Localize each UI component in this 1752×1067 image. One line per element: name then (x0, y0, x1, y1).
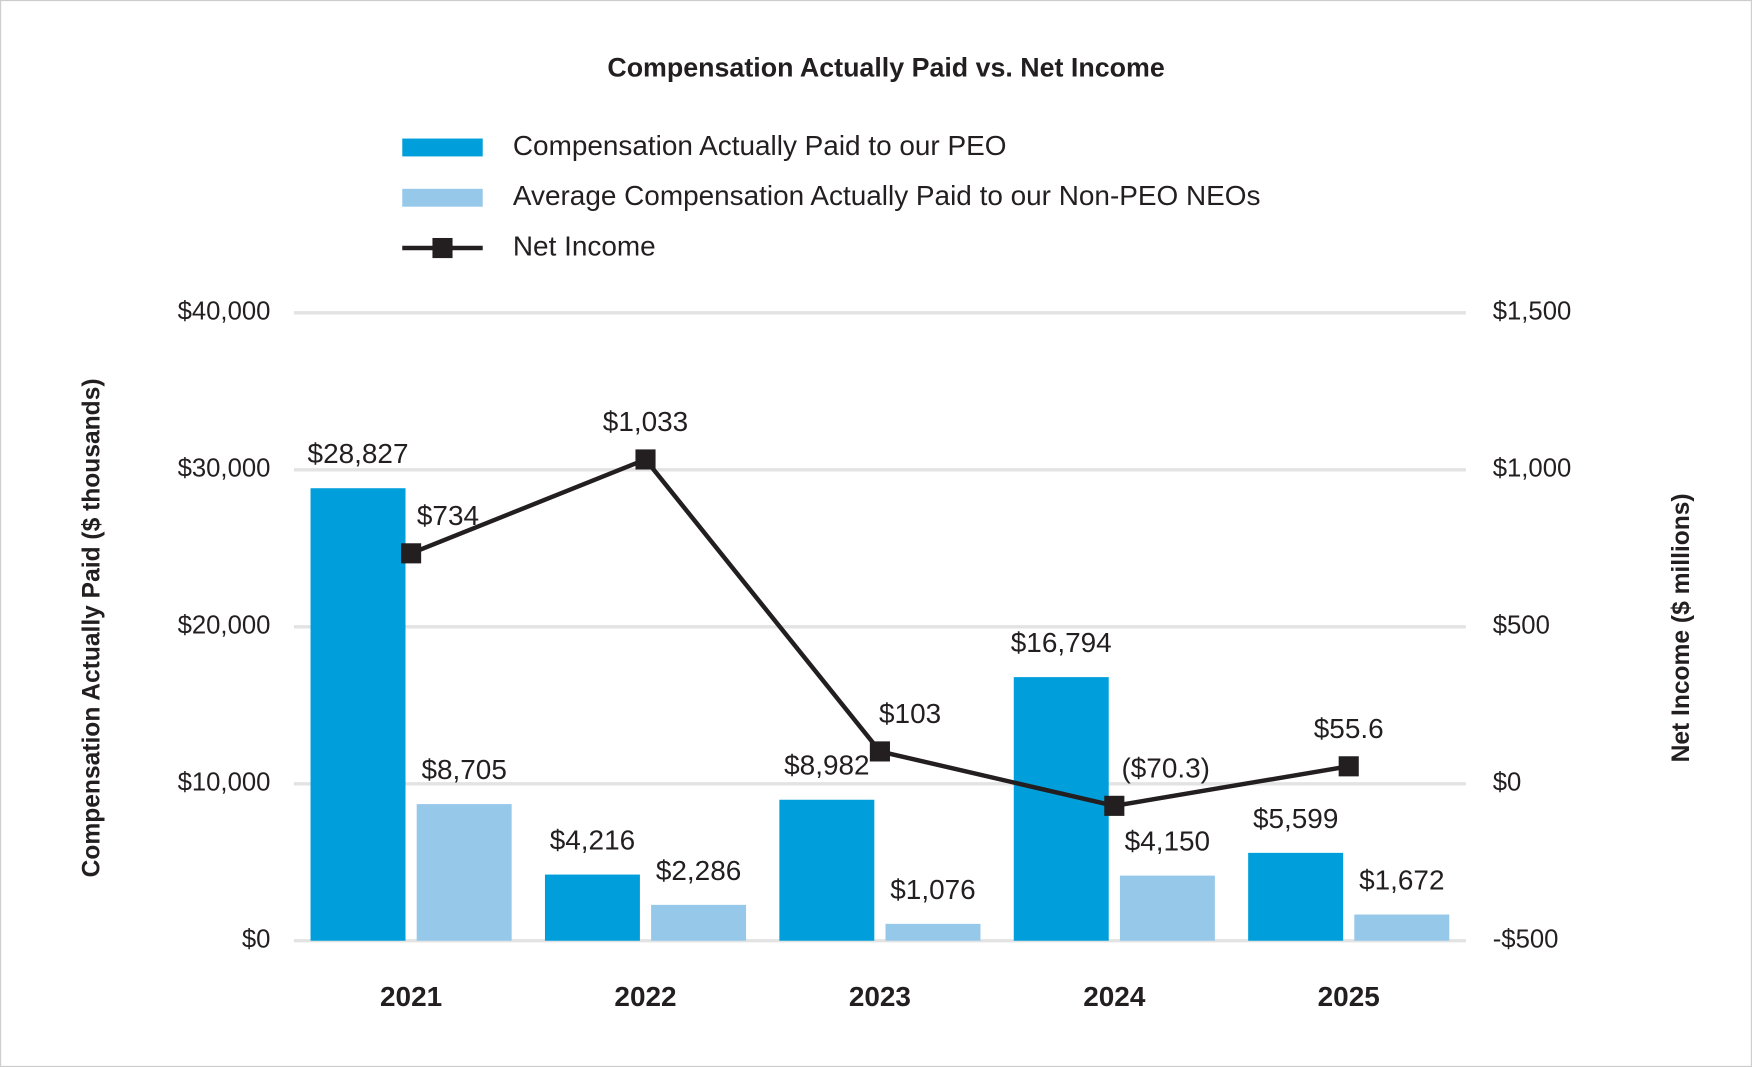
bar (416, 804, 512, 941)
y2-tick-label: -$500 (1493, 926, 1559, 954)
value-label: $5,599 (1253, 803, 1338, 834)
value-label: $103 (879, 698, 941, 729)
chart-title: Compensation Actually Paid vs. Net Incom… (607, 52, 1164, 82)
y-tick-label: $20,000 (178, 612, 271, 640)
bar (1248, 852, 1344, 941)
bar (310, 488, 406, 941)
y2-tick-label: $1,000 (1493, 455, 1572, 483)
value-label: $734 (417, 500, 479, 531)
value-label: $2,286 (656, 855, 741, 886)
legend-marker (432, 237, 453, 259)
y2-tick-label: $1,500 (1493, 298, 1572, 326)
value-label: $28,827 (308, 438, 409, 469)
legend-label: Net Income (513, 230, 656, 261)
line-marker (1104, 795, 1125, 816)
bar (544, 874, 640, 941)
legend-label: Average Compensation Actually Paid to ou… (513, 180, 1261, 211)
line-marker (869, 741, 890, 762)
y2-axis-title: Net Income ($ millions) (1668, 493, 1695, 762)
bar (1119, 875, 1215, 941)
line-marker (635, 449, 656, 470)
x-tick-label: 2023 (849, 981, 911, 1012)
value-label: $16,794 (1011, 627, 1112, 658)
value-label: ($70.3) (1121, 752, 1209, 783)
legend-swatch (402, 138, 483, 157)
value-label: $1,033 (603, 406, 688, 437)
legend-swatch (402, 188, 483, 207)
y2-tick-label: $500 (1493, 612, 1550, 640)
bar (779, 799, 875, 941)
value-label: $4,150 (1125, 826, 1210, 857)
bar (651, 904, 747, 941)
legend-label: Compensation Actually Paid to our PEO (513, 130, 1007, 161)
value-label: $1,672 (1359, 864, 1444, 895)
x-tick-label: 2022 (614, 981, 676, 1012)
y-axis-title: Compensation Actually Paid ($ thousands) (78, 378, 105, 877)
bar (885, 923, 981, 941)
x-tick-label: 2021 (380, 981, 442, 1012)
y-tick-label: $0 (242, 926, 271, 954)
value-label: $1,076 (890, 874, 975, 905)
bar (1354, 914, 1450, 941)
line-marker (1338, 756, 1359, 777)
bar (1013, 677, 1109, 941)
value-label: $4,216 (550, 825, 635, 856)
y-tick-label: $30,000 (178, 455, 271, 483)
line-marker (401, 543, 422, 564)
value-label: $8,982 (784, 750, 869, 781)
value-label: $8,705 (421, 754, 506, 785)
x-tick-label: 2025 (1318, 981, 1380, 1012)
y2-tick-label: $0 (1493, 769, 1522, 797)
x-tick-label: 2024 (1083, 981, 1146, 1012)
y-tick-label: $10,000 (178, 769, 271, 797)
value-label: $55.6 (1314, 713, 1384, 744)
y-tick-label: $40,000 (178, 298, 271, 326)
